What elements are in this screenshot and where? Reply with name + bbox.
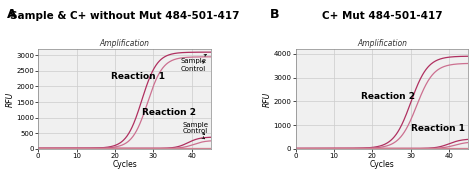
Y-axis label: RFU: RFU — [6, 91, 15, 107]
Text: A: A — [7, 8, 17, 21]
Text: Sample: Sample — [180, 54, 206, 64]
Text: Sample: Sample — [182, 122, 208, 135]
Title: Amplification: Amplification — [100, 39, 149, 48]
Text: Control: Control — [182, 128, 208, 139]
Text: Reaction 1: Reaction 1 — [111, 72, 165, 81]
Text: Control: Control — [180, 61, 205, 72]
Title: Amplification: Amplification — [357, 39, 407, 48]
Text: Reaction 1: Reaction 1 — [411, 124, 465, 133]
Text: C+ Mut 484-501-417: C+ Mut 484-501-417 — [322, 11, 442, 21]
Text: Reaction 2: Reaction 2 — [361, 92, 415, 101]
Y-axis label: RFU: RFU — [263, 91, 272, 107]
X-axis label: Cycles: Cycles — [370, 160, 394, 169]
X-axis label: Cycles: Cycles — [112, 160, 137, 169]
Text: B: B — [270, 8, 279, 21]
Text: Sample & C+ without Mut 484-501-417: Sample & C+ without Mut 484-501-417 — [10, 11, 239, 21]
Text: Reaction 2: Reaction 2 — [142, 108, 196, 117]
